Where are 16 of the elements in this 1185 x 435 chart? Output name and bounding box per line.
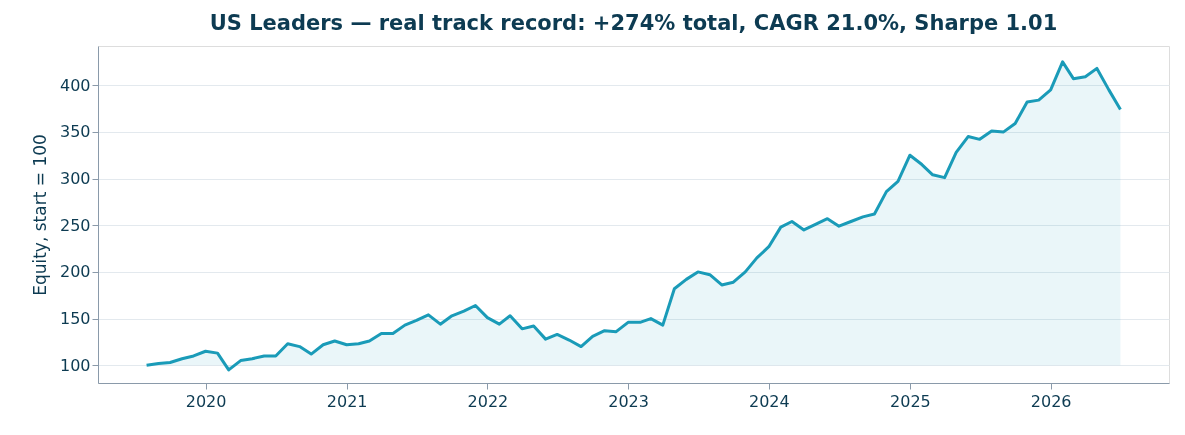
x-tick-label: 2024	[748, 391, 790, 411]
x-tick-label: 2025	[890, 391, 931, 411]
chart-title: US Leaders — real track record: +274% total, CAGR 21.0%, Sharpe 1.01	[209, 11, 1058, 35]
y-tick-label: 250	[59, 215, 91, 235]
y-tick-label: 300	[59, 169, 91, 189]
y-tick-label: 350	[59, 122, 91, 142]
y-tick-label: 200	[59, 262, 91, 282]
x-tick-label: 2026	[1030, 391, 1072, 411]
y-tick-label: 400	[59, 75, 91, 95]
y-tick-label: 150	[59, 309, 91, 329]
x-tick-label: 2021	[326, 391, 368, 411]
x-tick-label: 2020	[185, 391, 227, 411]
y-tick-label: 100	[59, 355, 91, 375]
x-tick-label: 2023	[608, 391, 649, 411]
y-axis-title: Equity, start = 100	[29, 134, 50, 296]
x-tick-label: 2022	[467, 391, 509, 411]
